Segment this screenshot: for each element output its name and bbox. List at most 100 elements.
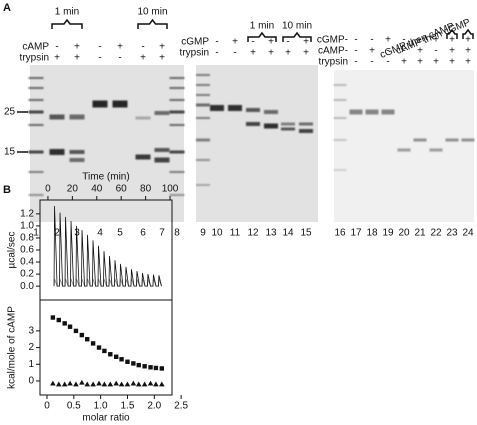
- bracket: [247, 31, 277, 42]
- gel-band: [281, 122, 295, 126]
- data-point: [62, 321, 67, 326]
- panel-label: B: [3, 184, 11, 196]
- data-point: [55, 381, 62, 387]
- gel-band: [333, 117, 347, 119]
- data-point: [73, 328, 79, 334]
- x-tick-label: 0: [44, 401, 50, 412]
- y-tick-label: 1.2: [20, 208, 34, 219]
- x-tick-label: 60: [116, 184, 128, 195]
- x-tick-label: 40: [91, 184, 103, 195]
- sign: +: [417, 57, 423, 68]
- sign: +: [232, 37, 238, 48]
- sign: +: [369, 46, 375, 57]
- marker-label: 25: [4, 107, 16, 118]
- y-tick-label: 1.0: [20, 221, 34, 232]
- sign: -: [215, 48, 218, 59]
- lane-number: 1: [33, 228, 39, 239]
- gel-band: [429, 148, 443, 152]
- y-axis-label: µcal/sec: [7, 232, 18, 269]
- sign: -: [418, 35, 421, 46]
- gel-band: [112, 100, 128, 108]
- lane-number: 8: [174, 228, 180, 239]
- gel-band: [135, 154, 151, 160]
- data-point: [118, 381, 125, 387]
- x-tick-label: 0: [45, 184, 51, 195]
- marker-label: 15: [4, 147, 16, 158]
- gel-band: [333, 84, 347, 86]
- data-point: [142, 364, 147, 369]
- lane-number: 2: [54, 228, 60, 239]
- data-point: [153, 381, 159, 387]
- gel-band: [69, 158, 85, 162]
- gel-band: [28, 87, 44, 89]
- y-tick-label: 1: [28, 359, 34, 370]
- gel-band: [365, 109, 379, 115]
- y-tick-label: 2: [28, 342, 34, 353]
- sign: -: [118, 53, 121, 64]
- lane-number: 12: [247, 228, 259, 239]
- y-tick-label: 3: [28, 326, 34, 337]
- gel-band: [28, 110, 44, 114]
- row-label: cAMP-: [318, 46, 348, 57]
- y-tick-label: 0.4: [20, 257, 34, 268]
- gel-band: [28, 194, 44, 196]
- sign: -: [434, 46, 437, 57]
- data-point: [67, 324, 73, 329]
- data-point: [135, 381, 142, 387]
- lane-number: 19: [382, 228, 394, 239]
- data-point: [113, 354, 119, 359]
- y-tick-label: 0.2: [20, 269, 34, 280]
- gel-band: [210, 105, 224, 111]
- sign: -: [370, 57, 373, 68]
- sign: +: [117, 42, 123, 53]
- y-tick-label: 0.0: [20, 281, 34, 292]
- gel-band: [228, 105, 242, 111]
- data-point: [136, 362, 141, 368]
- bracket: [51, 18, 83, 29]
- gel-band: [28, 171, 44, 173]
- gel-band: [169, 150, 185, 154]
- gel-band: [333, 139, 347, 141]
- row-label: trypsin: [20, 53, 49, 64]
- sign: +: [433, 57, 439, 68]
- lane-number: 9: [200, 228, 206, 239]
- gel-band: [196, 184, 210, 186]
- row-label: trypsin: [180, 48, 209, 59]
- gel-band: [154, 157, 170, 163]
- data-point: [101, 381, 108, 387]
- sign: +: [285, 48, 291, 59]
- lane-number: 18: [366, 228, 378, 239]
- lane-number: 7: [159, 228, 165, 239]
- sign: +: [140, 53, 146, 64]
- x-tick-label: 1.0: [94, 401, 108, 412]
- time-label: 10 min: [137, 7, 167, 18]
- panel-label: A: [3, 2, 11, 14]
- data-point: [159, 381, 165, 387]
- x-axis-label: Time (min): [82, 172, 129, 183]
- sign: +: [449, 35, 455, 46]
- sign: -: [55, 42, 58, 53]
- gel-band: [169, 99, 185, 101]
- data-point: [73, 381, 79, 387]
- gel-band: [246, 122, 260, 126]
- data-point: [147, 380, 154, 386]
- sign: +: [303, 37, 309, 48]
- gel-band: [169, 110, 185, 114]
- sign: -: [98, 53, 101, 64]
- x-tick-label: 2.5: [174, 401, 188, 412]
- gel-band: [299, 129, 313, 133]
- sign: -: [370, 35, 373, 46]
- sign: +: [268, 48, 274, 59]
- sign: +: [433, 35, 439, 46]
- data-point: [96, 345, 102, 350]
- lane-number: 21: [414, 228, 426, 239]
- gel-band: [28, 99, 44, 101]
- gel-band: [69, 114, 85, 120]
- gel-band: [333, 169, 347, 171]
- data-point: [61, 381, 68, 387]
- data-point: [79, 379, 85, 385]
- y-axis-label: kcal/mole of cAMP: [7, 306, 18, 389]
- sign: -: [402, 35, 405, 46]
- gel-band: [49, 114, 65, 120]
- data-point: [96, 380, 102, 386]
